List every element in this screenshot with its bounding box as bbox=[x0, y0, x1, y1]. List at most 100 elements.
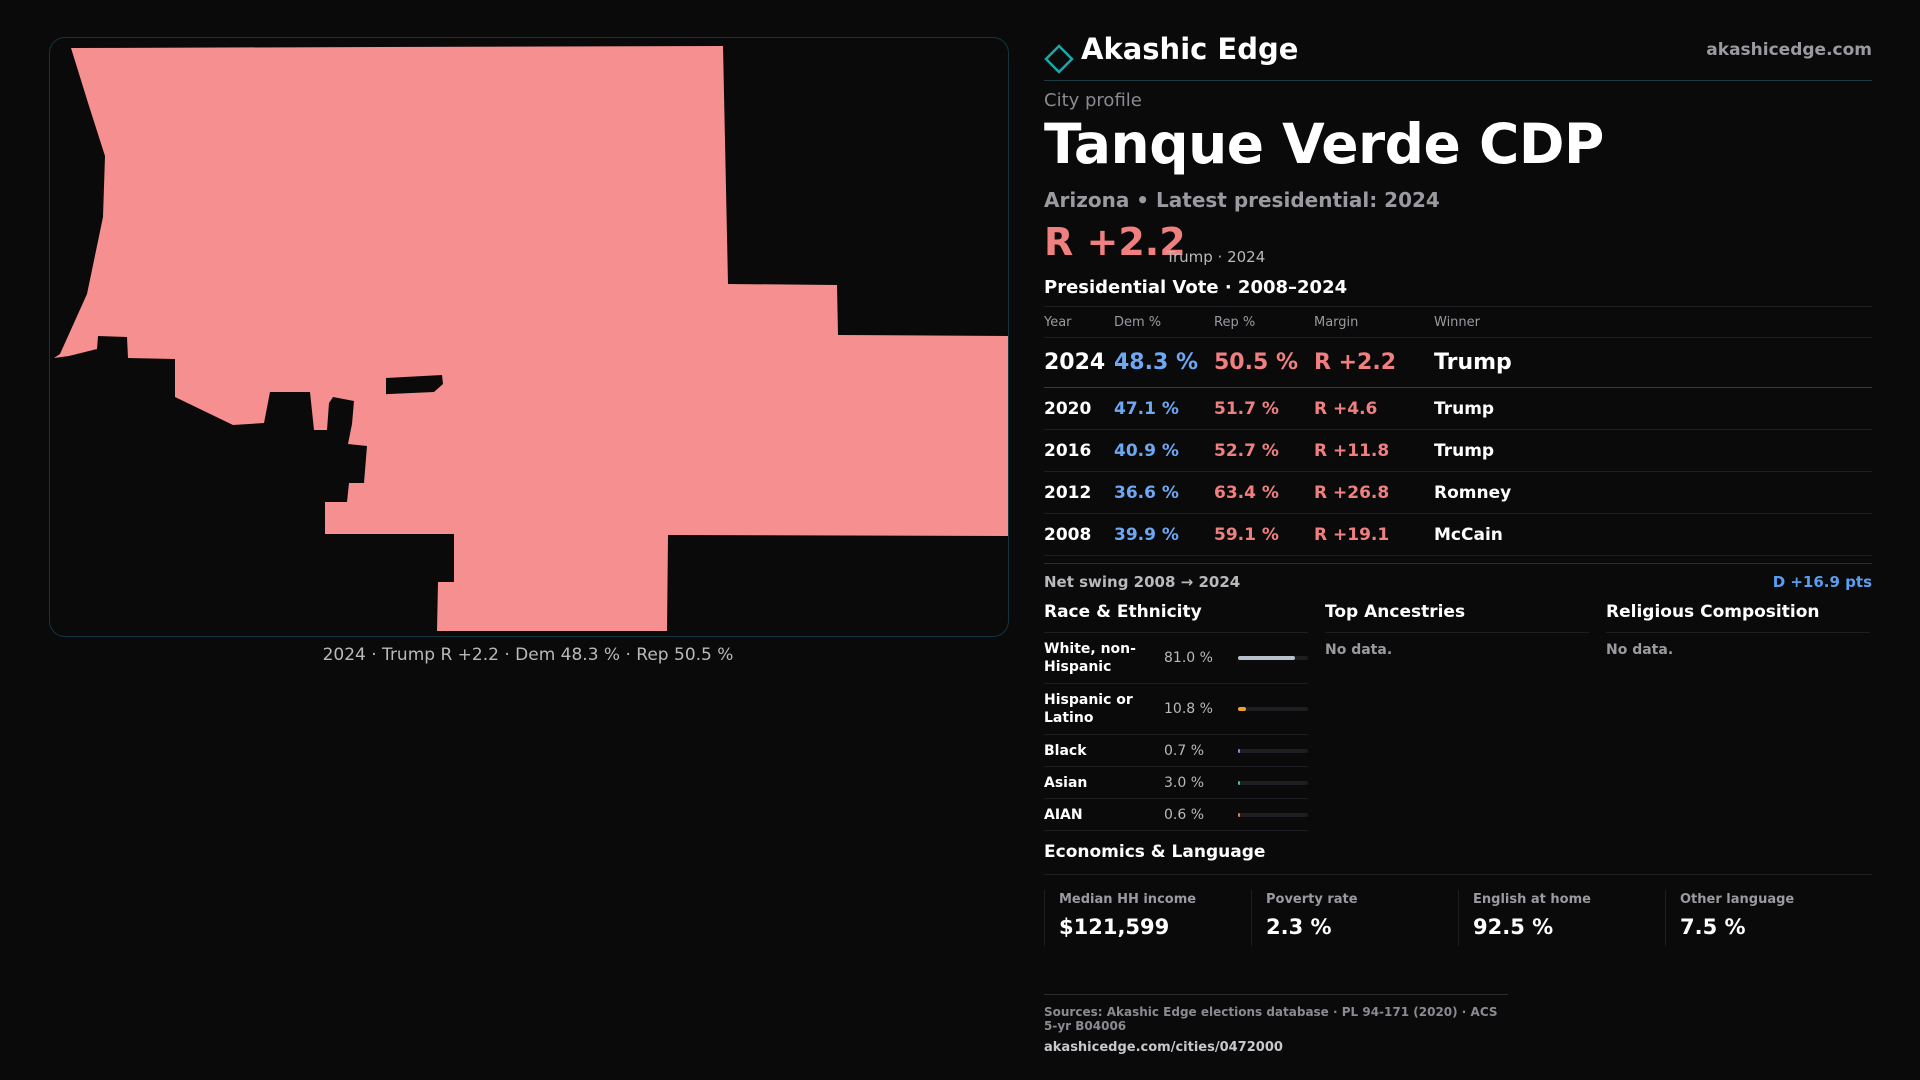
race-bar-fill bbox=[1238, 707, 1246, 711]
vote-section-heading: Presidential Vote · 2008–2024 bbox=[1044, 277, 1348, 298]
map-caption: 2024 · Trump R +2.2 · Dem 48.3 % · Rep 5… bbox=[322, 645, 734, 665]
winner-cell: McCain bbox=[1434, 513, 1872, 556]
year-cell: 2008 bbox=[1044, 513, 1114, 556]
margin-cell: R +26.8 bbox=[1314, 471, 1434, 514]
headline-margin: R +2.2 bbox=[1044, 220, 1186, 264]
rep-cell: 50.5 % bbox=[1214, 337, 1314, 388]
year-cell: 2012 bbox=[1044, 471, 1114, 514]
winner-cell: Trump bbox=[1434, 337, 1872, 388]
dem-cell: 36.6 % bbox=[1114, 471, 1214, 514]
race-bar bbox=[1238, 748, 1308, 753]
rep-cell: 63.4 % bbox=[1214, 471, 1314, 514]
race-label: White, non-Hispanic bbox=[1044, 641, 1136, 675]
rep-cell: 52.7 % bbox=[1214, 429, 1314, 472]
race-bar-fill bbox=[1238, 748, 1240, 753]
brand-header: Akashic Edge akashicedge.com bbox=[1044, 30, 1872, 81]
race-bar-fill bbox=[1238, 780, 1240, 785]
ancestries-section: Top Ancestries No data. bbox=[1325, 600, 1589, 658]
religion-empty: No data. bbox=[1606, 642, 1674, 658]
presidential-vote-table: Year Dem % Rep % Margin Winner 2024 48.3… bbox=[1044, 306, 1872, 556]
stat-poverty-rate: Poverty rate 2.3 % bbox=[1251, 890, 1444, 946]
dem-cell: 40.9 % bbox=[1114, 429, 1214, 472]
race-row: Asian 3.0 % bbox=[1044, 767, 1308, 799]
dem-cell: 47.1 % bbox=[1114, 387, 1214, 430]
table-row: 2020 47.1 % 51.7 % R +4.6 Trump bbox=[1044, 387, 1872, 430]
winner-cell: Trump bbox=[1434, 429, 1872, 472]
page-subtitle: Arizona • Latest presidential: 2024 bbox=[1044, 188, 1440, 212]
column-header-winner: Winner bbox=[1434, 306, 1872, 338]
stat-median-income: Median HH income $121,599 bbox=[1044, 890, 1237, 946]
stat-other-language: Other language 7.5 % bbox=[1665, 890, 1858, 946]
table-row: 2008 39.9 % 59.1 % R +19.1 McCain bbox=[1044, 513, 1872, 556]
stat-english-at-home: English at home 92.5 % bbox=[1458, 890, 1651, 946]
race-ethnicity-heading: Race & Ethnicity bbox=[1044, 600, 1308, 633]
stat-label: Poverty rate bbox=[1266, 892, 1358, 907]
city-boundary-map[interactable] bbox=[49, 37, 1009, 637]
race-bar bbox=[1238, 656, 1308, 660]
rep-cell: 59.1 % bbox=[1214, 513, 1314, 556]
winner-cell: Trump bbox=[1434, 387, 1872, 430]
religion-section: Religious Composition No data. bbox=[1606, 600, 1870, 658]
race-bar bbox=[1238, 780, 1308, 785]
ancestries-heading: Top Ancestries bbox=[1325, 600, 1589, 633]
race-percent: 0.6 % bbox=[1164, 806, 1205, 823]
race-label: Hispanic or Latino bbox=[1044, 692, 1133, 726]
religion-heading: Religious Composition bbox=[1606, 600, 1870, 633]
race-label: AIAN bbox=[1044, 806, 1083, 823]
stat-value: $121,599 bbox=[1059, 915, 1170, 939]
table-header-row: Year Dem % Rep % Margin Winner bbox=[1044, 306, 1872, 338]
race-row: Hispanic or Latino 10.8 % bbox=[1044, 684, 1308, 735]
race-percent: 3.0 % bbox=[1164, 774, 1205, 791]
dem-cell: 39.9 % bbox=[1114, 513, 1214, 556]
stat-label: English at home bbox=[1473, 892, 1591, 907]
net-swing-label: Net swing 2008 → 2024 bbox=[1044, 573, 1241, 591]
race-bar bbox=[1238, 707, 1308, 711]
race-row: White, non-Hispanic 81.0 % bbox=[1044, 633, 1308, 684]
stat-value: 7.5 % bbox=[1680, 915, 1746, 939]
race-bar bbox=[1238, 812, 1308, 817]
race-row: Black 0.7 % bbox=[1044, 735, 1308, 767]
brand-url-link[interactable]: akashicedge.com bbox=[1706, 40, 1872, 60]
net-swing-row: Net swing 2008 → 2024 D +16.9 pts bbox=[1044, 563, 1872, 600]
column-header-dem: Dem % bbox=[1114, 306, 1214, 338]
race-percent: 0.7 % bbox=[1164, 742, 1205, 759]
race-row: AIAN 0.6 % bbox=[1044, 799, 1308, 831]
page-kicker: City profile bbox=[1044, 90, 1142, 111]
page-title: Tanque Verde CDP bbox=[1044, 112, 1604, 176]
economics-stats: Median HH income $121,599 Poverty rate 2… bbox=[1044, 890, 1872, 946]
winner-cell: Romney bbox=[1434, 471, 1872, 514]
economics-heading: Economics & Language bbox=[1044, 840, 1872, 875]
race-bar-fill bbox=[1238, 656, 1295, 660]
race-label: Asian bbox=[1044, 774, 1088, 791]
stat-label: Median HH income bbox=[1059, 892, 1197, 907]
sources-footer: Sources: Akashic Edge elections database… bbox=[1044, 994, 1508, 1055]
stat-value: 2.3 % bbox=[1266, 915, 1332, 939]
brand-name[interactable]: Akashic Edge bbox=[1081, 32, 1299, 66]
rep-cell: 51.7 % bbox=[1214, 387, 1314, 430]
city-boundary-shape bbox=[54, 46, 1008, 631]
stat-value: 92.5 % bbox=[1473, 915, 1554, 939]
year-cell: 2020 bbox=[1044, 387, 1114, 430]
race-percent: 10.8 % bbox=[1164, 701, 1213, 717]
net-swing-value: D +16.9 pts bbox=[1772, 573, 1872, 591]
race-ethnicity-section: Race & Ethnicity White, non-Hispanic 81.… bbox=[1044, 600, 1308, 831]
year-cell: 2016 bbox=[1044, 429, 1114, 472]
race-label: Black bbox=[1044, 742, 1087, 759]
headline-margin-note: Trump · 2024 bbox=[1166, 248, 1266, 266]
sources-url-link[interactable]: akashicedge.com/cities/0472000 bbox=[1044, 1040, 1283, 1055]
column-header-year: Year bbox=[1044, 306, 1114, 338]
margin-cell: R +19.1 bbox=[1314, 513, 1434, 556]
column-header-margin: Margin bbox=[1314, 306, 1434, 338]
diamond-outline-icon bbox=[1044, 44, 1074, 78]
table-row: 2016 40.9 % 52.7 % R +11.8 Trump bbox=[1044, 429, 1872, 472]
table-row: 2012 36.6 % 63.4 % R +26.8 Romney bbox=[1044, 471, 1872, 514]
dem-cell: 48.3 % bbox=[1114, 337, 1214, 388]
sources-text: Sources: Akashic Edge elections database… bbox=[1044, 1005, 1498, 1033]
map-svg bbox=[54, 46, 1008, 631]
year-cell: 2024 bbox=[1044, 337, 1114, 388]
margin-cell: R +4.6 bbox=[1314, 387, 1434, 430]
race-bar-fill bbox=[1238, 812, 1240, 817]
table-row: 2024 48.3 % 50.5 % R +2.2 Trump bbox=[1044, 337, 1872, 388]
column-header-rep: Rep % bbox=[1214, 306, 1314, 338]
race-percent: 81.0 % bbox=[1164, 650, 1213, 666]
